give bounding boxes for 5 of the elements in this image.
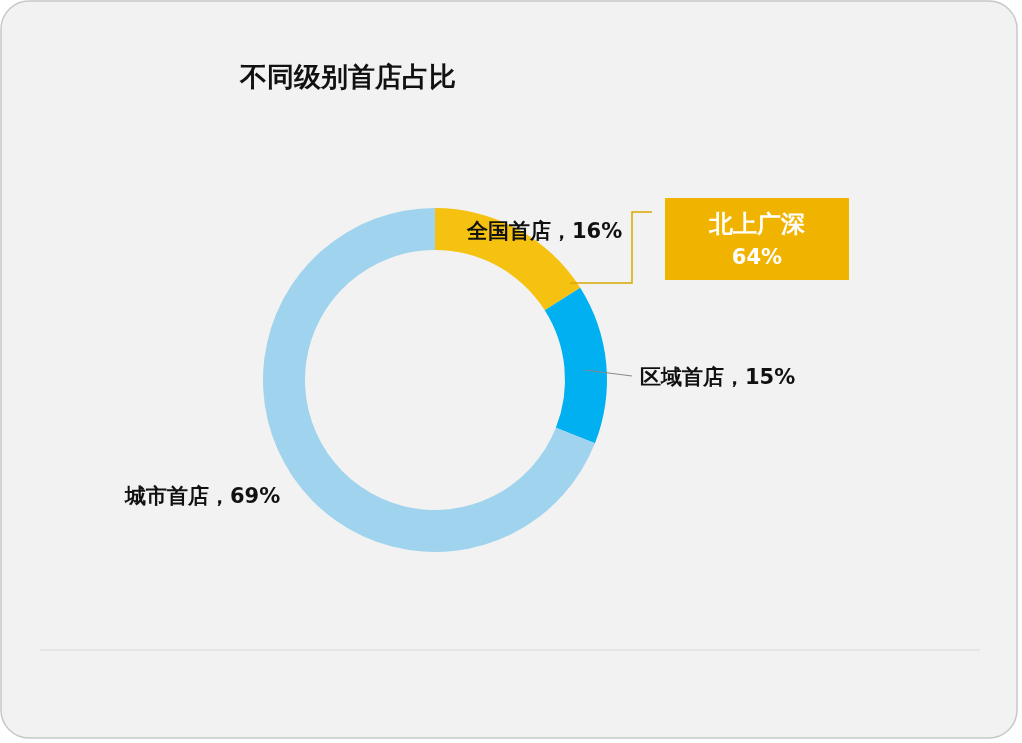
text: 64% [731,245,783,269]
text: 北上广深 [708,210,805,238]
slice-label: 城市首店，69% [124,484,281,508]
chart-title: 不同级别首店占比 [239,61,456,92]
slice-label: 区域首店，15% [640,365,796,389]
